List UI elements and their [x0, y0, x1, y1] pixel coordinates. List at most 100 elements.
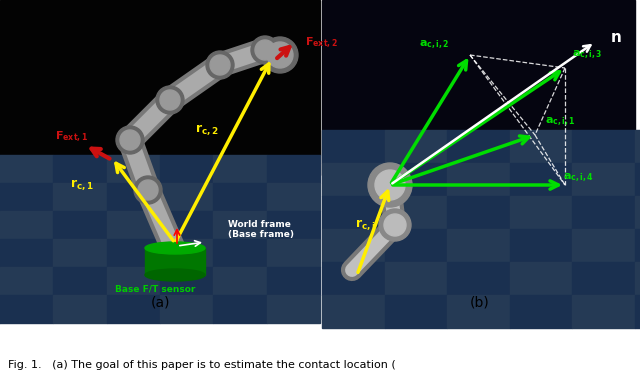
- Bar: [635, 196, 640, 229]
- Bar: [53, 155, 107, 183]
- Bar: [447, 262, 510, 295]
- Bar: [0, 155, 53, 183]
- Bar: [572, 295, 635, 328]
- Bar: [635, 295, 640, 328]
- Bar: [447, 295, 510, 328]
- Bar: [385, 229, 447, 262]
- Bar: [160, 211, 213, 239]
- Bar: [322, 196, 385, 229]
- Text: $\bf{r}_{c,i}$: $\bf{r}_{c,i}$: [355, 218, 376, 232]
- Bar: [322, 130, 385, 163]
- Bar: [160, 155, 213, 183]
- Bar: [0, 267, 53, 295]
- Bar: [267, 211, 320, 239]
- Text: $\bf{F}_{ext,2}$: $\bf{F}_{ext,2}$: [305, 36, 338, 50]
- Bar: [572, 130, 635, 163]
- Bar: [213, 155, 267, 183]
- Bar: [572, 262, 635, 295]
- Bar: [267, 267, 320, 295]
- Bar: [447, 130, 510, 163]
- Bar: [447, 163, 510, 196]
- Bar: [0, 183, 53, 211]
- Circle shape: [156, 86, 184, 114]
- Bar: [267, 295, 320, 323]
- Bar: [53, 239, 107, 267]
- Bar: [510, 196, 572, 229]
- Bar: [0, 0, 320, 155]
- Text: $\bf{a}_{c,i,4}$: $\bf{a}_{c,i,4}$: [563, 172, 594, 184]
- Circle shape: [379, 209, 411, 241]
- Circle shape: [384, 214, 406, 236]
- Circle shape: [116, 126, 144, 154]
- Bar: [53, 267, 107, 295]
- Bar: [213, 239, 267, 267]
- Bar: [213, 267, 267, 295]
- Bar: [53, 295, 107, 323]
- Bar: [267, 239, 320, 267]
- Circle shape: [375, 170, 405, 200]
- Bar: [0, 239, 53, 267]
- Text: World frame
(Base frame): World frame (Base frame): [228, 220, 294, 239]
- Bar: [510, 262, 572, 295]
- Bar: [635, 163, 640, 196]
- Text: $\bf{r}_{c,1}$: $\bf{r}_{c,1}$: [70, 178, 94, 192]
- Bar: [635, 229, 640, 262]
- Bar: [510, 229, 572, 262]
- Bar: [145, 248, 205, 275]
- Bar: [160, 183, 213, 211]
- Bar: [635, 130, 640, 163]
- Bar: [107, 267, 160, 295]
- Bar: [572, 196, 635, 229]
- Bar: [322, 295, 385, 328]
- Bar: [447, 196, 510, 229]
- Circle shape: [368, 163, 412, 207]
- Circle shape: [138, 180, 158, 200]
- Bar: [322, 0, 635, 175]
- Bar: [385, 262, 447, 295]
- Circle shape: [206, 51, 234, 79]
- Bar: [107, 239, 160, 267]
- Ellipse shape: [145, 242, 205, 254]
- Circle shape: [262, 37, 298, 73]
- Bar: [322, 229, 385, 262]
- Circle shape: [160, 90, 180, 110]
- Text: (b): (b): [470, 295, 490, 309]
- Bar: [385, 130, 447, 163]
- Text: $\bf{a}_{c,i,1}$: $\bf{a}_{c,i,1}$: [545, 116, 576, 128]
- Bar: [213, 211, 267, 239]
- Circle shape: [251, 36, 279, 64]
- Bar: [510, 130, 572, 163]
- Bar: [0, 211, 53, 239]
- Bar: [510, 295, 572, 328]
- Bar: [107, 155, 160, 183]
- Text: $\bf{r}_{c,2}$: $\bf{r}_{c,2}$: [195, 122, 219, 137]
- Bar: [385, 295, 447, 328]
- Text: $\bf{a}_{c,i,3}$: $\bf{a}_{c,i,3}$: [572, 49, 602, 61]
- Bar: [53, 211, 107, 239]
- Text: Base F/T sensor: Base F/T sensor: [115, 285, 195, 294]
- Text: $\bf{a}_{c,i,2}$: $\bf{a}_{c,i,2}$: [419, 39, 450, 51]
- Circle shape: [134, 176, 162, 204]
- Bar: [635, 262, 640, 295]
- Bar: [213, 295, 267, 323]
- Circle shape: [120, 130, 140, 150]
- Ellipse shape: [145, 269, 205, 281]
- Text: $\bf{n}$: $\bf{n}$: [610, 31, 621, 45]
- Bar: [572, 163, 635, 196]
- Circle shape: [210, 55, 230, 75]
- Bar: [160, 295, 213, 323]
- Bar: [267, 155, 320, 183]
- Circle shape: [267, 42, 293, 68]
- Bar: [213, 183, 267, 211]
- Circle shape: [255, 40, 275, 60]
- Text: $\bf{F}_{ext,1}$: $\bf{F}_{ext,1}$: [55, 130, 88, 144]
- Bar: [572, 229, 635, 262]
- Bar: [322, 163, 385, 196]
- Bar: [160, 239, 213, 267]
- Bar: [385, 163, 447, 196]
- Bar: [107, 295, 160, 323]
- Bar: [107, 183, 160, 211]
- Bar: [385, 196, 447, 229]
- Bar: [267, 183, 320, 211]
- Text: (a): (a): [150, 295, 170, 309]
